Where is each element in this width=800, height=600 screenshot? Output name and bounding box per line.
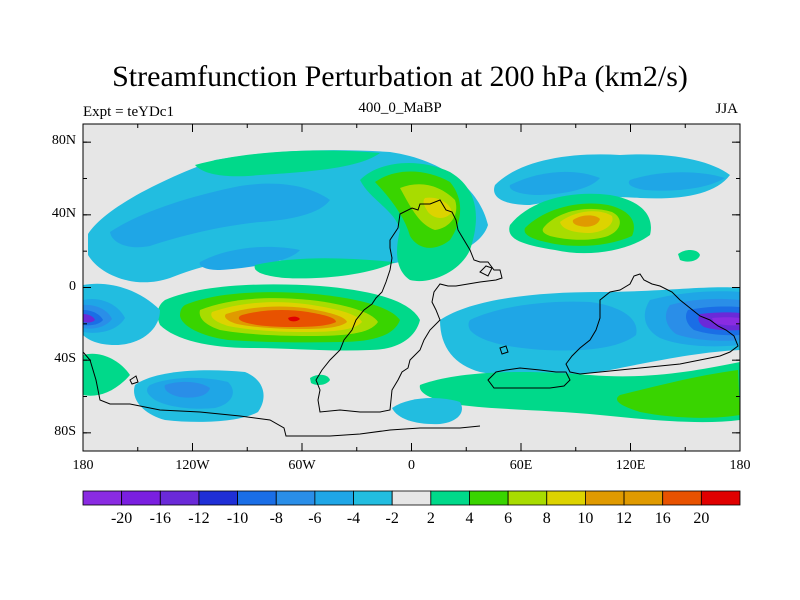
colorbar-label: 4	[465, 510, 474, 527]
lon-label: 60W	[288, 458, 316, 473]
colorbar-label: -2	[385, 510, 399, 527]
axis-ticks	[82, 124, 741, 451]
colorbar-label: -20	[110, 510, 133, 527]
colorbar-box	[121, 490, 161, 506]
lon-label: 180	[72, 458, 94, 473]
colorbar-label: 12	[616, 510, 633, 527]
colorbar-label: -10	[226, 510, 249, 527]
colorbar-box	[391, 490, 432, 506]
colorbar-box	[82, 490, 123, 506]
colorbar-label: 20	[693, 510, 710, 527]
colorbar-box	[198, 490, 238, 506]
lat-label: 80N	[51, 133, 76, 149]
colorbar	[82, 490, 741, 506]
lon-label: 120W	[175, 458, 210, 473]
colorbar-box	[353, 490, 393, 506]
period-label: 400_0_MaBP	[358, 100, 442, 116]
colorbar-label: -6	[308, 510, 322, 527]
lat-label: 0	[69, 278, 76, 294]
colorbar-box	[662, 490, 702, 506]
colorbar-box	[159, 490, 200, 506]
colorbar-box	[546, 490, 586, 506]
colorbar-box	[237, 490, 277, 506]
colorbar-label: 16	[654, 510, 671, 527]
colorbar-label: -4	[346, 510, 361, 527]
colorbar-label: 10	[577, 510, 594, 527]
colorbar-label: -16	[149, 510, 171, 527]
colorbar-box	[623, 490, 664, 506]
experiment-label: Expt = teYDc1	[83, 104, 174, 120]
colorbar-box	[430, 490, 470, 506]
colorbar-label: -12	[188, 510, 210, 527]
colorbar-label: 2	[426, 510, 435, 527]
season-label: JJA	[715, 101, 738, 117]
lon-label: 180	[729, 458, 751, 473]
colorbar-label: -8	[269, 510, 283, 527]
colorbar-box	[469, 490, 509, 506]
colorbar-label: 6	[504, 510, 513, 527]
colorbar-box	[507, 490, 548, 506]
lon-label: 0	[408, 458, 415, 473]
lat-label: 40S	[54, 351, 76, 367]
lon-label: 120E	[615, 458, 646, 473]
lat-label: 80S	[54, 423, 76, 439]
colorbar-box	[275, 490, 316, 506]
colorbar-box	[700, 490, 741, 506]
colorbar-box	[585, 490, 625, 506]
colorbar-box	[314, 490, 354, 506]
lon-label: 60E	[509, 458, 533, 473]
lat-label: 40N	[51, 205, 76, 221]
plot-title: Streamfunction Perturbation at 200 hPa (…	[112, 60, 688, 93]
colorbar-label: 8	[542, 510, 551, 527]
contour-field	[83, 124, 740, 451]
coastlines	[83, 199, 740, 437]
